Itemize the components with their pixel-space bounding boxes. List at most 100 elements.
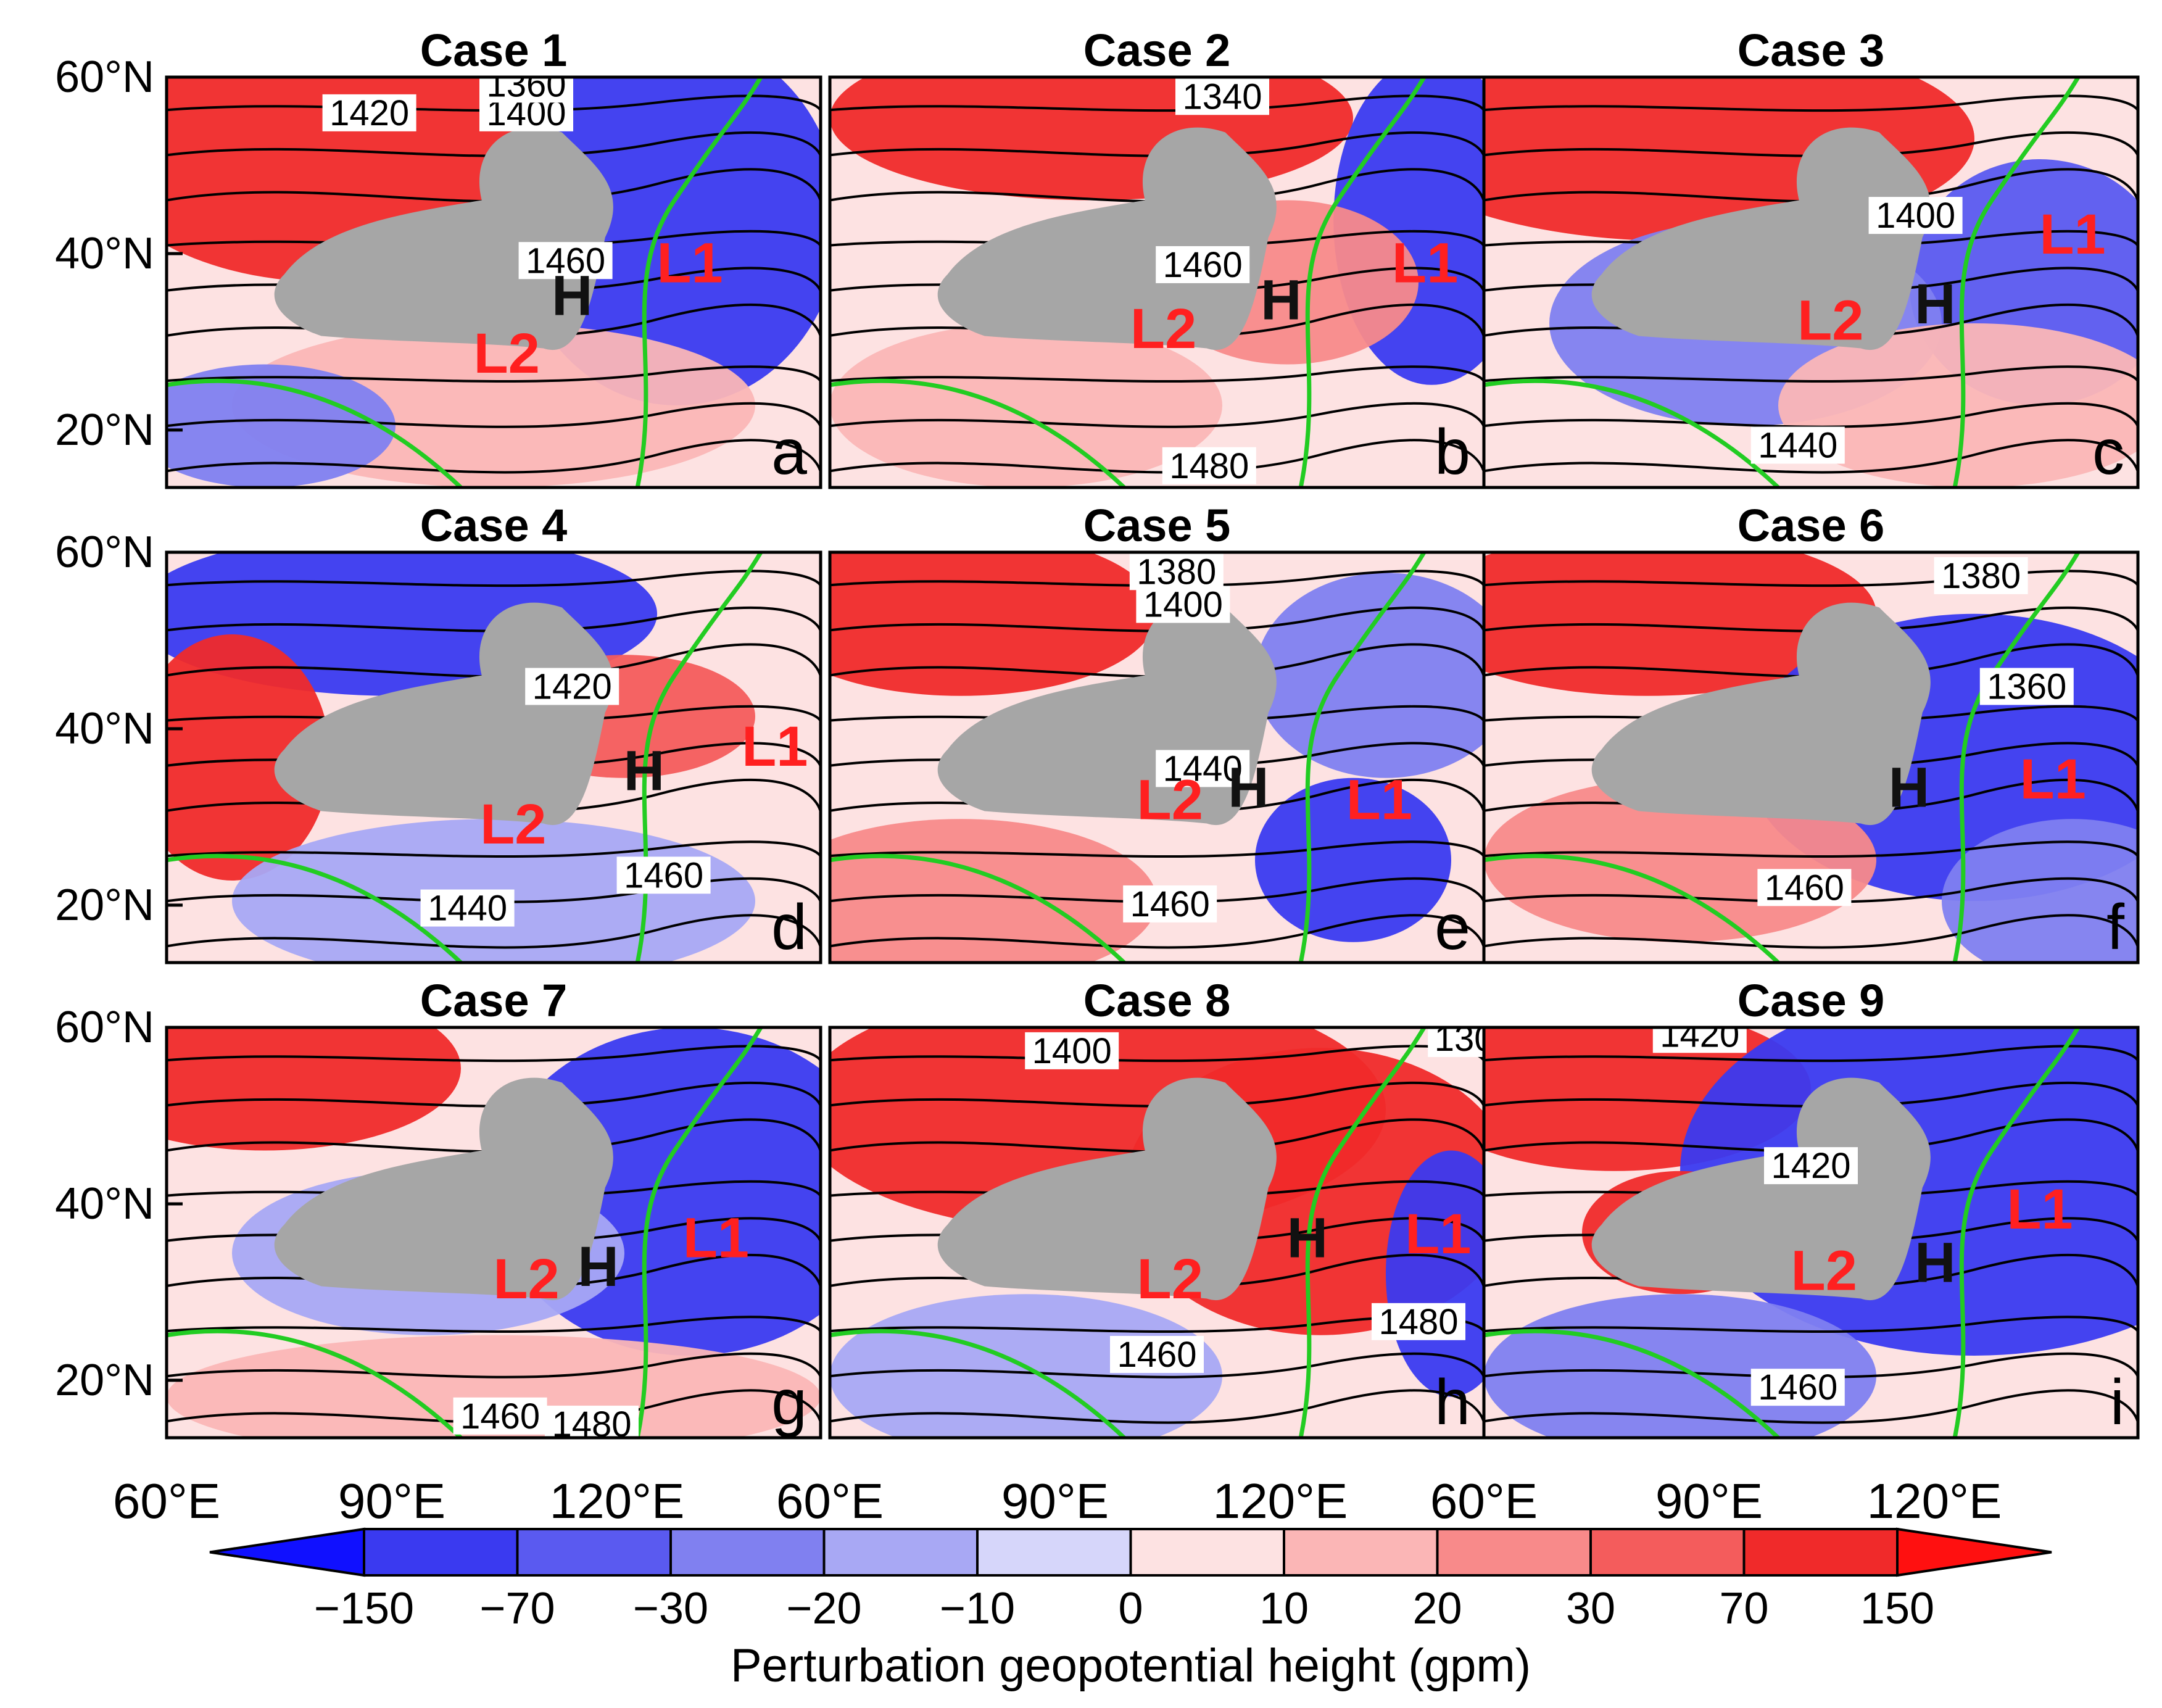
marker-l2: L2 (493, 1248, 559, 1311)
contour-line (167, 1081, 821, 1108)
contour-label: 1460 (1163, 245, 1243, 285)
marker-l2: L2 (1797, 289, 1863, 352)
panel-map-d: 1420 1440 1460 H L1 L2 (167, 552, 821, 963)
contour-label-bg (1652, 1027, 1747, 1053)
marker-h: H (1915, 273, 1955, 336)
colorbar-label: 30 (1566, 1584, 1615, 1633)
lat-tick-label: 60°N (55, 528, 154, 577)
contour-label-bg (322, 94, 416, 131)
shading-region (830, 323, 1222, 487)
contour-label: 130 (1435, 1019, 1494, 1059)
marker-l2: L2 (1791, 1240, 1857, 1303)
marker-l1: L1 (1405, 1203, 1471, 1266)
contour-line (830, 1352, 1484, 1378)
colorbar-segment (1436, 1528, 1592, 1577)
lon-tick-label: 90°E (1655, 1474, 1763, 1528)
panel-letter: g (771, 1367, 807, 1438)
contour-line (1484, 1352, 2138, 1378)
panel-title: Case 9 (1737, 975, 1885, 1026)
colorbar-segment (1129, 1528, 1285, 1577)
coastline (1952, 77, 2081, 487)
panel-title: Case 5 (1083, 500, 1231, 551)
contour-line (1484, 94, 2138, 112)
panel-g: 1460 1480 H L1 L2 g Case 7 (165, 975, 822, 1445)
contour-line (167, 877, 821, 903)
panel-title: Case 8 (1083, 975, 1231, 1026)
contour-label-bg (545, 1406, 639, 1438)
panel-letter: c (2092, 417, 2124, 488)
coastline (635, 77, 763, 487)
panel-letter: a (771, 417, 807, 488)
panel-frame (1482, 550, 2140, 964)
contour-label: 1400 (1876, 196, 1955, 236)
lon-tick-label: 60°E (113, 1474, 220, 1528)
shading-region (1484, 552, 1876, 696)
contour-line (830, 778, 1484, 814)
panel-map-f: 1380 1360 1460 H L1 (1484, 552, 2138, 963)
terrain-mask (274, 127, 613, 350)
lon-tick-label: 90°E (1001, 1474, 1109, 1528)
colorbar-end-high (1896, 1527, 2052, 1577)
contour-label: 1480 (552, 1404, 631, 1445)
coastline (1484, 378, 1780, 487)
panel-map-i: 1420 1420 1460 H L1 L2 (1484, 1027, 2138, 1438)
lat-tick-label: 60°N (55, 52, 154, 102)
marker-h: H (1915, 1231, 1955, 1294)
coastline (830, 378, 1126, 487)
terrain-mask (937, 127, 1277, 350)
panel-letter: d (771, 892, 807, 963)
lat-tick-label: 20°N (55, 405, 154, 455)
contour-line (1484, 131, 2138, 157)
marker-l1: L1 (1392, 232, 1458, 295)
contour-label-bg (1123, 885, 1217, 922)
panel-frame (165, 550, 822, 964)
contour-line (830, 1253, 1484, 1289)
contour-label-bg (525, 668, 619, 705)
panel-h: 1400 130 1460 1480 H L1 L2 h Case 8 (828, 975, 1494, 1440)
contour-line (167, 402, 821, 428)
marker-l1: L1 (2020, 748, 2086, 811)
contour-line (830, 1389, 1484, 1424)
contour-line (1484, 1316, 2138, 1333)
shading-region (1255, 777, 1451, 942)
contour-line (167, 1352, 821, 1378)
marker-l1: L1 (656, 232, 723, 295)
coastline (830, 1329, 1126, 1438)
contour-label: 1420 (532, 666, 612, 707)
panel-letter: f (2106, 892, 2125, 963)
lon-tick-label: 90°E (338, 1474, 445, 1528)
coastline (1298, 77, 1427, 487)
marker-h: H (1889, 756, 1929, 819)
panel-letter: i (2110, 1367, 2124, 1438)
marker-l2: L2 (1137, 1248, 1203, 1311)
marker-h: H (578, 1235, 618, 1298)
panel-frame (165, 1026, 822, 1440)
panel-title: Case 1 (420, 25, 568, 76)
terrain-mask (937, 1077, 1277, 1301)
colorbar-segment (1742, 1528, 1899, 1577)
marker-l1: L1 (2039, 203, 2105, 266)
contour-label: 1340 (1182, 77, 1262, 117)
contour-line (1484, 1253, 2138, 1289)
panel-letter: h (1435, 1367, 1470, 1438)
shading-region (167, 364, 396, 487)
contour-label-bg (1156, 246, 1250, 283)
panel-title: Case 3 (1737, 25, 1885, 76)
contour-line (167, 570, 821, 587)
contour-label-bg (1750, 1369, 1845, 1406)
shading-region (1255, 573, 1484, 778)
colorbar-label: −10 (940, 1584, 1015, 1633)
colorbar: −150 −70 −30 −20 −10 0 10 20 30 70 150 Perturbation… (209, 1527, 2052, 1692)
contour-label: 1460 (1765, 868, 1844, 908)
contour-line (1484, 365, 2138, 383)
panel-d: 1420 1440 1460 H L1 L2 d Case 4 (165, 500, 822, 964)
colorbar-label: 150 (1860, 1584, 1934, 1633)
lon-tick-label: 60°E (1430, 1474, 1538, 1528)
contour-line (1484, 914, 2138, 949)
contour-label: 1460 (460, 1396, 540, 1436)
contour-label-bg (1110, 1336, 1204, 1373)
colorbar-label: −70 (479, 1584, 555, 1633)
contour-line (167, 606, 821, 632)
